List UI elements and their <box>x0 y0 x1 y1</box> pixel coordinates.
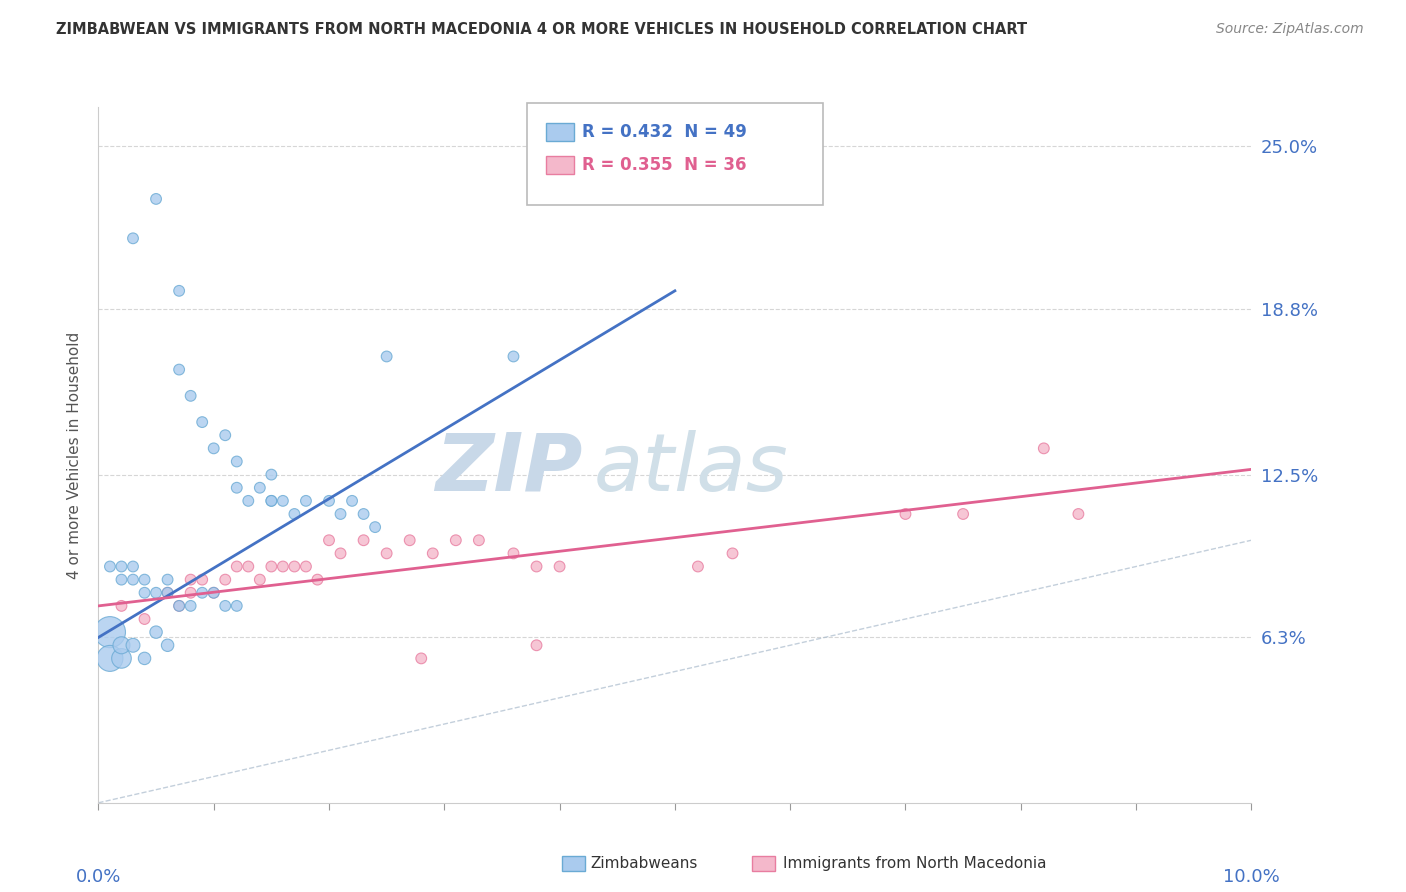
Point <box>98 625 121 640</box>
Point <box>375 350 398 364</box>
Point <box>526 638 548 652</box>
Point <box>329 507 352 521</box>
Point <box>260 494 283 508</box>
Point <box>145 586 167 600</box>
Point <box>202 586 225 600</box>
Point <box>134 651 156 665</box>
Point <box>134 612 156 626</box>
Point <box>202 586 225 600</box>
Point <box>1032 442 1054 456</box>
Point <box>156 573 179 587</box>
Point <box>214 573 236 587</box>
Point <box>145 192 167 206</box>
Point <box>110 651 132 665</box>
Point <box>98 559 121 574</box>
Point <box>238 559 260 574</box>
Point <box>894 507 917 521</box>
Point <box>353 533 375 548</box>
Point <box>375 546 398 560</box>
Point <box>167 362 190 376</box>
Point <box>191 586 214 600</box>
Text: R = 0.355  N = 36: R = 0.355 N = 36 <box>582 156 747 174</box>
Point <box>249 481 271 495</box>
Point <box>180 573 202 587</box>
Point <box>167 599 190 613</box>
Point <box>122 559 145 574</box>
Point <box>260 559 283 574</box>
Point <box>167 599 190 613</box>
Point <box>340 494 363 508</box>
Point <box>180 586 202 600</box>
Point <box>110 599 132 613</box>
Text: ZIMBABWEAN VS IMMIGRANTS FROM NORTH MACEDONIA 4 OR MORE VEHICLES IN HOUSEHOLD CO: ZIMBABWEAN VS IMMIGRANTS FROM NORTH MACE… <box>56 22 1028 37</box>
Point <box>1067 507 1090 521</box>
Point <box>318 533 340 548</box>
Point <box>110 573 132 587</box>
Point <box>110 559 132 574</box>
Point <box>353 507 375 521</box>
Point <box>225 559 247 574</box>
Point <box>225 599 247 613</box>
Point <box>122 573 145 587</box>
Point <box>134 586 156 600</box>
Point <box>444 533 467 548</box>
Point <box>156 586 179 600</box>
Point <box>318 494 340 508</box>
Point <box>283 507 305 521</box>
Text: 10.0%: 10.0% <box>1223 869 1279 887</box>
Point <box>422 546 444 560</box>
Point <box>225 481 247 495</box>
Y-axis label: 4 or more Vehicles in Household: 4 or more Vehicles in Household <box>66 331 82 579</box>
Point <box>295 494 318 508</box>
Point <box>180 389 202 403</box>
Text: 0.0%: 0.0% <box>76 869 121 887</box>
Point <box>260 467 283 482</box>
Point <box>502 546 524 560</box>
Point <box>398 533 420 548</box>
Point <box>411 651 433 665</box>
Point <box>295 559 318 574</box>
Text: ZIP: ZIP <box>436 430 582 508</box>
Point <box>156 638 179 652</box>
Text: Immigrants from North Macedonia: Immigrants from North Macedonia <box>783 856 1046 871</box>
Point <box>122 231 145 245</box>
Point <box>191 573 214 587</box>
Point <box>260 494 283 508</box>
Text: R = 0.432  N = 49: R = 0.432 N = 49 <box>582 123 747 141</box>
Text: Zimbabweans: Zimbabweans <box>591 856 697 871</box>
Point <box>364 520 387 534</box>
Point <box>98 651 121 665</box>
Point <box>180 599 202 613</box>
Point <box>167 284 190 298</box>
Point <box>249 573 271 587</box>
Point <box>283 559 305 574</box>
Point <box>329 546 352 560</box>
Point <box>225 454 247 468</box>
Point <box>271 494 294 508</box>
Point <box>502 350 524 364</box>
Point <box>202 442 225 456</box>
Point <box>271 559 294 574</box>
Point <box>122 638 145 652</box>
Point <box>214 599 236 613</box>
Point <box>721 546 744 560</box>
Point <box>238 494 260 508</box>
Point <box>134 573 156 587</box>
Text: atlas: atlas <box>595 430 789 508</box>
Point <box>468 533 491 548</box>
Point <box>145 625 167 640</box>
Point <box>191 415 214 429</box>
Point <box>686 559 709 574</box>
Point <box>307 573 329 587</box>
Point <box>110 638 132 652</box>
Text: Source: ZipAtlas.com: Source: ZipAtlas.com <box>1216 22 1364 37</box>
Point <box>526 559 548 574</box>
Point <box>548 559 571 574</box>
Point <box>156 586 179 600</box>
Point <box>214 428 236 442</box>
Point <box>952 507 974 521</box>
